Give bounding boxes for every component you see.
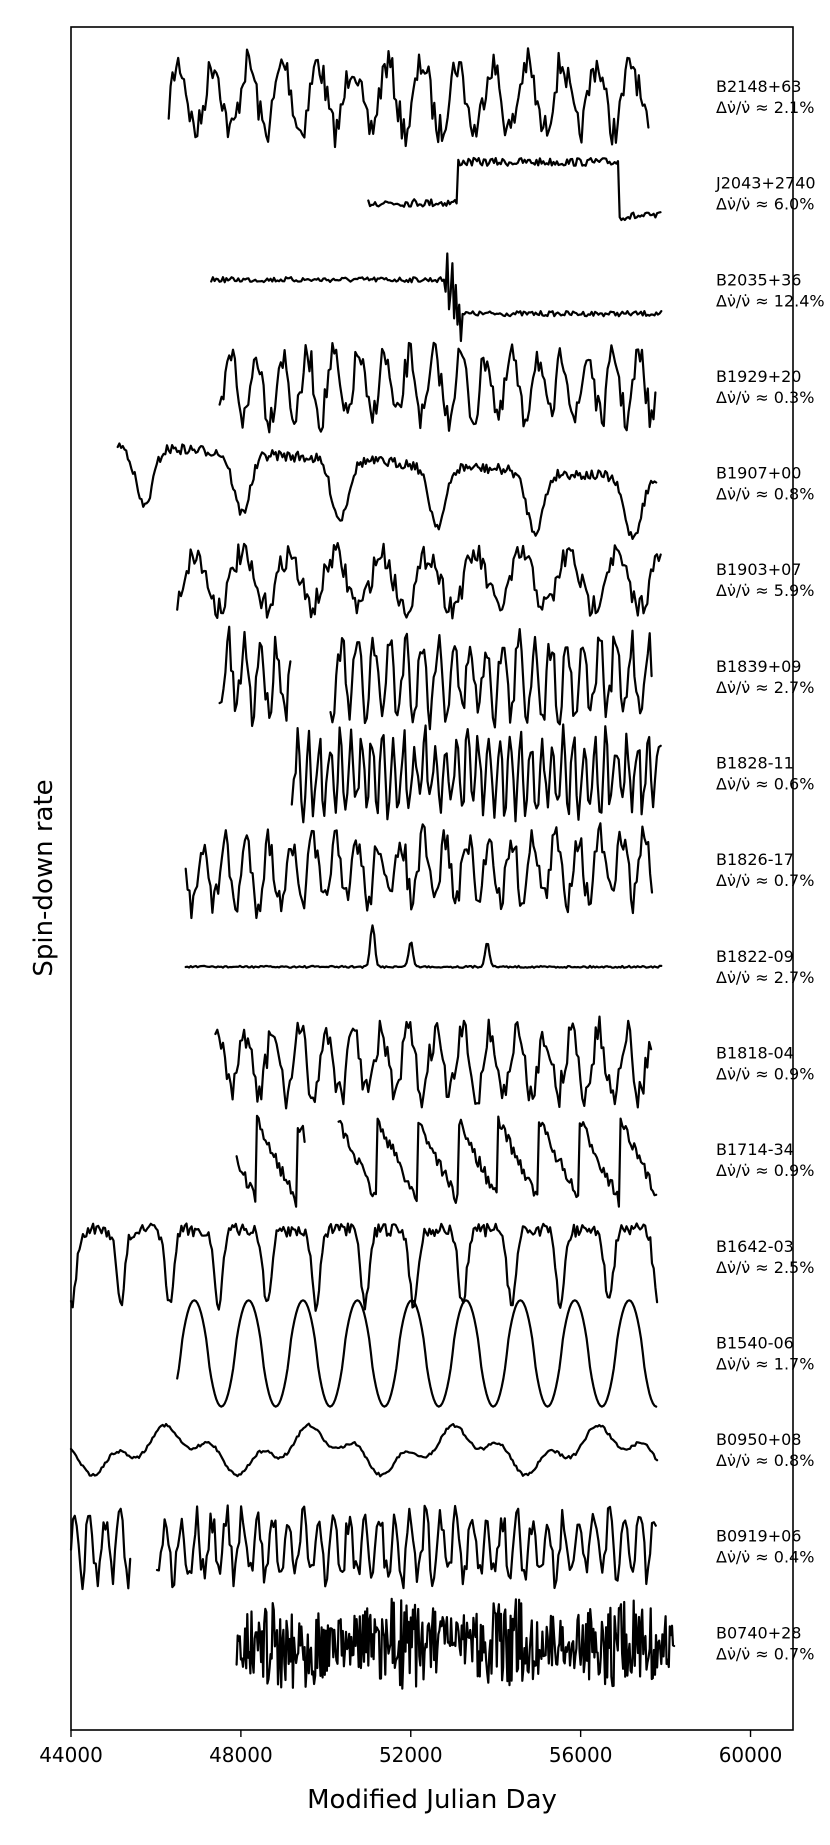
series-fraction-label: Δν̇/ν̇ ≈ 0.4% xyxy=(716,1548,814,1567)
series-labels: B2148+63 Δν̇/ν̇ ≈ 2.1% J2043+2740 Δν̇/ν̇ ≈ … xyxy=(715,77,825,1663)
series-name-label: B1822-09 xyxy=(716,947,794,966)
series-line-b1929-20 xyxy=(218,341,657,434)
series-name-label: B1826-17 xyxy=(716,850,794,869)
x-tick-label: 44000 xyxy=(39,1743,103,1767)
series-name-label: B1818-04 xyxy=(716,1043,794,1062)
series-fraction-label: Δν̇/ν̇ ≈ 0.7% xyxy=(716,1644,814,1663)
x-tick-label: 56000 xyxy=(549,1743,613,1767)
series-line-b1826-17 xyxy=(184,822,654,920)
series-line-b1828-11 xyxy=(290,723,662,824)
series-name-label: B0740+28 xyxy=(716,1623,801,1642)
series-name-label: B1540-06 xyxy=(716,1333,794,1352)
series-name-label: B1907+00 xyxy=(716,464,801,483)
series-fraction-label: Δν̇/ν̇ ≈ 2.7% xyxy=(716,678,814,697)
series-fraction-label: Δν̇/ν̇ ≈ 0.9% xyxy=(716,1161,814,1180)
series-line-b0919-06 xyxy=(69,1507,132,1591)
series-line-b1839-09 xyxy=(329,628,653,731)
series-name-label: B1714-34 xyxy=(716,1140,794,1159)
series-line-b1822-09 xyxy=(184,924,663,969)
series-fraction-label: Δν̇/ν̇ ≈ 0.3% xyxy=(716,388,814,407)
series-name-label: J2043+2740 xyxy=(715,174,816,193)
series-name-label: B1839+09 xyxy=(716,657,801,676)
series-line-b1839-09 xyxy=(218,625,292,728)
plot-area: B2148+63 Δν̇/ν̇ ≈ 2.1% J2043+2740 Δν̇/ν̇ ≈ … xyxy=(69,26,825,1731)
series-fraction-label: Δν̇/ν̇ ≈ 6.0% xyxy=(716,195,814,214)
series-line-b2148-63 xyxy=(167,47,650,149)
series-name-label: B0919+06 xyxy=(716,1527,801,1546)
series-name-label: B2148+63 xyxy=(716,77,801,96)
series-fraction-label: Δν̇/ν̇ ≈ 2.7% xyxy=(716,968,814,987)
x-tick-label: 48000 xyxy=(209,1743,273,1767)
x-axis-label: Modified Julian Day xyxy=(307,1785,557,1815)
series-line-b2035-36 xyxy=(210,252,663,343)
series-name-label: B1903+07 xyxy=(716,560,801,579)
plot-frame xyxy=(70,26,794,1731)
series-line-b0950-08 xyxy=(69,1422,659,1478)
series-fraction-label: Δν̇/ν̇ ≈ 5.9% xyxy=(716,581,814,600)
series-name-label: B1642-03 xyxy=(716,1237,794,1256)
series-name-label: B1828-11 xyxy=(716,754,794,773)
series-fraction-label: Δν̇/ν̇ ≈ 0.8% xyxy=(716,1451,814,1470)
series-name-label: B0950+08 xyxy=(716,1430,801,1449)
traces xyxy=(69,47,676,1690)
series-fraction-label: Δν̇/ν̇ ≈ 0.9% xyxy=(716,1064,814,1083)
series-line-b1714-34 xyxy=(235,1114,306,1208)
series-fraction-label: Δν̇/ν̇ ≈ 1.7% xyxy=(716,1354,814,1373)
series-line-b1540-06 xyxy=(176,1299,658,1408)
series-fraction-label: Δν̇/ν̇ ≈ 0.8% xyxy=(716,485,814,504)
x-tick-label: 60000 xyxy=(719,1743,783,1767)
series-line-b1818-04 xyxy=(214,1015,653,1110)
series-line-j2043-2740 xyxy=(367,156,662,222)
series-fraction-label: Δν̇/ν̇ ≈ 0.7% xyxy=(716,871,814,890)
series-fraction-label: Δν̇/ν̇ ≈ 12.4% xyxy=(716,291,825,310)
series-line-b1903-07 xyxy=(176,542,662,620)
series-line-b1907-00 xyxy=(116,442,658,540)
series-line-b1714-34 xyxy=(337,1115,658,1208)
x-tick-label: 52000 xyxy=(379,1743,443,1767)
series-line-b0919-06 xyxy=(155,1504,657,1590)
y-axis-label: Spin-down rate xyxy=(29,779,59,976)
series-fraction-label: Δν̇/ν̇ ≈ 2.5% xyxy=(716,1258,814,1277)
series-name-label: B2035+36 xyxy=(716,270,801,289)
series-fraction-label: Δν̇/ν̇ ≈ 2.1% xyxy=(716,98,814,117)
series-line-b1642-03 xyxy=(69,1222,659,1312)
x-axis: 44000 48000 52000 56000 60000 xyxy=(39,1730,782,1767)
series-fraction-label: Δν̇/ν̇ ≈ 0.6% xyxy=(716,775,814,794)
series-name-label: B1929+20 xyxy=(716,367,801,386)
series-line-b0740-28 xyxy=(235,1597,676,1690)
